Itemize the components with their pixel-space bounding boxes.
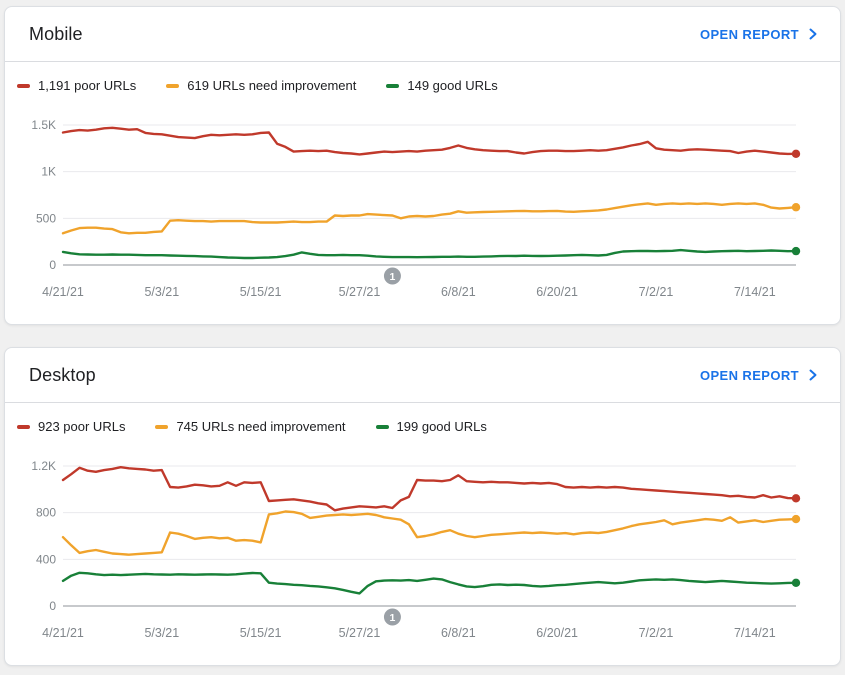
y-tick-label: 1.5K xyxy=(31,118,56,132)
x-tick-label: 7/2/21 xyxy=(639,285,674,299)
series-line-poor-urls xyxy=(61,466,798,512)
y-tick-label: 0 xyxy=(49,599,56,613)
annotation-badge[interactable] xyxy=(383,608,401,626)
y-tick-label: 400 xyxy=(36,552,56,566)
legend-item-needs-improvement[interactable]: 619 URLs need improvement xyxy=(166,78,356,93)
legend-label-needs-improvement: 619 URLs need improvement xyxy=(187,78,357,93)
mobile-chart-svg: 0 500 1K 1.5K 4/21/21 5/3/21 5/15/21 5/27/21 6/8… xyxy=(31,118,801,299)
x-tick-label: 6/20/21 xyxy=(536,285,578,299)
x-tick-label: 4/21/21 xyxy=(42,626,84,640)
x-tick-label: 5/3/21 xyxy=(144,285,179,299)
open-report-link-desktop[interactable]: OPEN REPORT xyxy=(700,368,818,383)
legend-label-poor: 1,191 poor URLs xyxy=(38,78,137,93)
annotation-badge-label: 1 xyxy=(390,612,396,624)
open-report-label: OPEN REPORT xyxy=(699,367,799,383)
legend-item-needs-improvement[interactable]: 745 URLs need improvement xyxy=(155,419,346,434)
legend-mobile: 1,191 poor URLs 619 URLs need improvemen… xyxy=(5,62,840,93)
x-tick-label: 5/27/21 xyxy=(339,285,381,299)
mobile-line-chart: 0 500 1K 1.5K 4/21/21 5/3/21 5/15/21 5/27/21 6/8… xyxy=(5,93,840,301)
x-tick-label: 5/15/21 xyxy=(240,285,282,299)
legend-dash-needs-improvement xyxy=(155,424,169,429)
x-tick-label: 4/21/21 xyxy=(42,285,84,299)
desktop-card-header: Desktop OPEN REPORT xyxy=(5,348,840,403)
y-tick-label: 800 xyxy=(36,506,56,520)
series-end-dot xyxy=(791,246,801,256)
legend-label-good: 149 good URLs xyxy=(407,78,498,93)
legend-dash-needs-improvement xyxy=(166,83,180,88)
mobile-card: Mobile OPEN REPORT 1,191 poor URLs 619 U… xyxy=(4,6,841,325)
series-end-dot xyxy=(791,149,801,159)
x-tick-label: 6/8/21 xyxy=(441,626,476,640)
x-tick-label: 5/27/21 xyxy=(339,626,381,640)
x-tick-label: 7/14/21 xyxy=(734,626,776,640)
legend-label-needs-improvement: 745 URLs need improvement xyxy=(176,419,346,434)
x-tick-label: 5/15/21 xyxy=(240,626,282,640)
legend-dash-good xyxy=(375,424,389,429)
chevron-right-icon xyxy=(809,28,817,40)
y-tick-label: 500 xyxy=(36,211,56,225)
series-line-good-urls xyxy=(61,571,798,595)
series-line-urls-need-improvement xyxy=(61,202,798,235)
card-title-mobile: Mobile xyxy=(29,23,83,44)
x-tick-label: 6/8/21 xyxy=(441,285,476,299)
series-line-urls-need-improvement xyxy=(61,510,798,556)
legend-label-good: 199 good URLs xyxy=(396,419,487,434)
legend-dash-poor xyxy=(17,83,30,88)
series-end-dot xyxy=(791,514,801,524)
legend-dash-good xyxy=(386,83,400,88)
open-report-label: OPEN REPORT xyxy=(699,26,799,42)
x-tick-label: 7/2/21 xyxy=(639,626,674,640)
desktop-card: Desktop OPEN REPORT 923 poor URLs 745 UR… xyxy=(4,347,841,666)
legend-item-good[interactable]: 199 good URLs xyxy=(375,419,487,434)
legend-item-poor[interactable]: 923 poor URLs xyxy=(17,419,125,434)
series-line-poor-urls xyxy=(61,126,798,156)
desktop-line-chart: 0 400 800 1.2K 4/21/21 5/3/21 5/15/21 5/27/21 6/… xyxy=(5,434,840,642)
legend-label-poor: 923 poor URLs xyxy=(38,419,126,434)
series-end-dot xyxy=(791,494,801,503)
x-tick-label: 5/3/21 xyxy=(144,626,179,640)
desktop-chart-svg: 0 400 800 1.2K 4/21/21 5/3/21 5/15/21 5/27/21 6/… xyxy=(31,459,801,640)
legend-item-poor[interactable]: 1,191 poor URLs xyxy=(17,78,136,93)
card-title-desktop: Desktop xyxy=(29,364,96,385)
legend-item-good[interactable]: 149 good URLs xyxy=(386,78,498,93)
legend-dash-poor xyxy=(17,424,30,429)
y-tick-label: 1.2K xyxy=(31,459,56,473)
series-line-good-urls xyxy=(61,248,798,260)
open-report-link-mobile[interactable]: OPEN REPORT xyxy=(700,27,818,42)
y-tick-label: 0 xyxy=(49,258,56,272)
x-tick-label: 7/14/21 xyxy=(734,285,776,299)
chevron-right-icon xyxy=(809,369,817,381)
annotation-badge-label: 1 xyxy=(390,271,396,283)
x-tick-label: 6/20/21 xyxy=(536,626,578,640)
legend-desktop: 923 poor URLs 745 URLs need improvement … xyxy=(5,403,840,434)
y-tick-label: 1K xyxy=(41,165,56,179)
annotation-badge[interactable] xyxy=(383,267,401,285)
series-end-dot xyxy=(791,578,801,587)
series-end-dot xyxy=(791,203,801,212)
mobile-card-header: Mobile OPEN REPORT xyxy=(5,7,840,62)
